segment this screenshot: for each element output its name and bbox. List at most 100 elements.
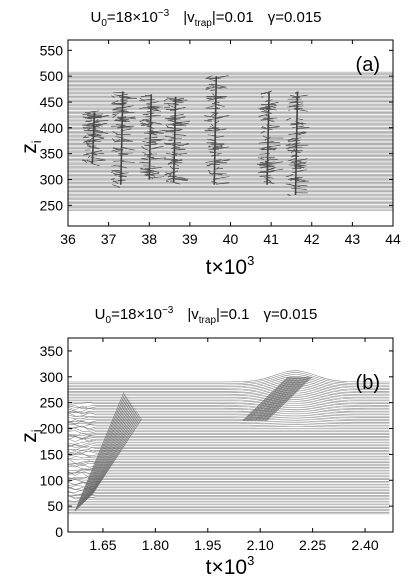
trajectory-line <box>68 436 390 442</box>
burst-segment <box>170 113 184 117</box>
burst-segment <box>163 129 179 132</box>
wave-segment <box>81 401 131 506</box>
burst-segment <box>142 119 151 122</box>
trajectory-line <box>68 370 390 383</box>
burst-segment <box>294 178 309 182</box>
burst-segment <box>215 128 227 132</box>
burst-segment <box>140 170 153 173</box>
trajectory-line <box>68 387 390 397</box>
burst-segment <box>286 117 292 121</box>
x-tick-label: 43 <box>345 231 361 247</box>
burst-segment <box>267 176 274 179</box>
trajectory-line <box>68 414 390 420</box>
burst-segment <box>207 129 212 131</box>
wave-segment <box>256 376 303 421</box>
y-tick-label: 300 <box>40 172 64 188</box>
trajectory-line <box>68 449 390 452</box>
burst-segment <box>93 132 99 136</box>
burst-segment <box>147 107 162 112</box>
x-tick-label: 36 <box>60 231 76 247</box>
burst-segment <box>290 100 298 104</box>
trajectory-line <box>68 485 390 489</box>
burst-front <box>148 94 153 180</box>
burst-segment <box>258 140 274 144</box>
burst-segment <box>261 147 277 151</box>
burst-segment <box>291 94 308 98</box>
burst-segment <box>83 139 89 143</box>
burst-segment <box>265 105 277 107</box>
trajectory-line <box>68 407 390 415</box>
trajectory-line <box>68 442 390 447</box>
burst-segment <box>289 94 300 99</box>
trajectory-line <box>68 446 390 451</box>
trajectory-line <box>68 427 390 432</box>
x-tick-label: 39 <box>182 231 198 247</box>
burst-segment <box>149 176 165 179</box>
burst-segment <box>260 130 266 134</box>
burst-segment <box>165 124 169 128</box>
burst-segment <box>207 97 221 101</box>
wave-segment <box>77 396 128 509</box>
burst-segment <box>142 152 146 154</box>
panel-a-title: U0=18×10−3 |vtrap|=0.01 γ=0.015 <box>91 8 322 29</box>
burst-segment <box>259 175 271 177</box>
burst-segment <box>141 158 149 161</box>
wave-segment <box>246 376 293 421</box>
wave-segment <box>90 415 140 496</box>
wave-segment <box>86 409 136 501</box>
burst-segment <box>260 90 272 95</box>
burst-segment <box>172 181 181 185</box>
burst-segment <box>115 116 127 120</box>
trajectory-line <box>68 383 390 394</box>
wave-segment <box>252 376 299 421</box>
trajectory-line <box>68 450 390 455</box>
burst-segment <box>292 125 304 129</box>
burst-segment <box>211 112 215 117</box>
trajectory-line <box>68 493 390 496</box>
burst-segment <box>211 83 226 88</box>
trajectory-line <box>68 495 390 499</box>
burst-segment <box>150 157 167 160</box>
burst-segment <box>114 150 120 153</box>
burst-segment <box>122 111 135 114</box>
burst-segment <box>142 112 154 116</box>
burst-segment <box>93 163 100 167</box>
burst-segment <box>261 127 273 131</box>
x-tick-label: 44 <box>385 231 401 247</box>
burst-segment <box>294 107 303 110</box>
trajectory-line <box>68 486 390 492</box>
trajectory-line <box>68 477 390 481</box>
burst-segment <box>140 95 151 98</box>
y-tick-label: 50 <box>47 498 63 514</box>
burst-segment <box>111 169 121 172</box>
burst-front <box>266 91 270 185</box>
y-tick-label: 350 <box>40 146 64 162</box>
plot-a-ylabel: zi <box>18 140 44 154</box>
burst-segment <box>173 123 189 127</box>
burst-segment <box>208 83 214 86</box>
plot-a-trajectories <box>68 71 393 211</box>
trajectory-line <box>68 378 390 389</box>
burst-segment <box>287 137 302 141</box>
burst-segment <box>146 121 162 125</box>
burst-segment <box>147 101 160 105</box>
y-tick-label: 100 <box>40 472 64 488</box>
burst-segment <box>83 136 89 139</box>
burst-segment <box>140 122 145 126</box>
burst-segment <box>112 108 116 111</box>
panel-a: U0=18×10−3 |vtrap|=0.01 γ=0.015 36 37 38 39 40… <box>18 8 401 279</box>
y-tick-label: 550 <box>40 42 64 58</box>
burst-segment <box>146 139 162 144</box>
wave-segment <box>78 398 129 508</box>
burst-segment <box>121 146 136 151</box>
burst-segment <box>87 155 91 159</box>
burst-segment <box>169 159 183 163</box>
wave-segment <box>88 412 138 499</box>
plot-b-xlabel: t×103 <box>206 553 255 579</box>
burst-segment <box>85 150 103 155</box>
plot-b-ylabel: zi <box>18 429 44 443</box>
burst-segment <box>140 167 149 172</box>
burst-segment <box>121 161 135 164</box>
wave-segment <box>248 376 294 421</box>
trajectory-line <box>68 493 390 497</box>
